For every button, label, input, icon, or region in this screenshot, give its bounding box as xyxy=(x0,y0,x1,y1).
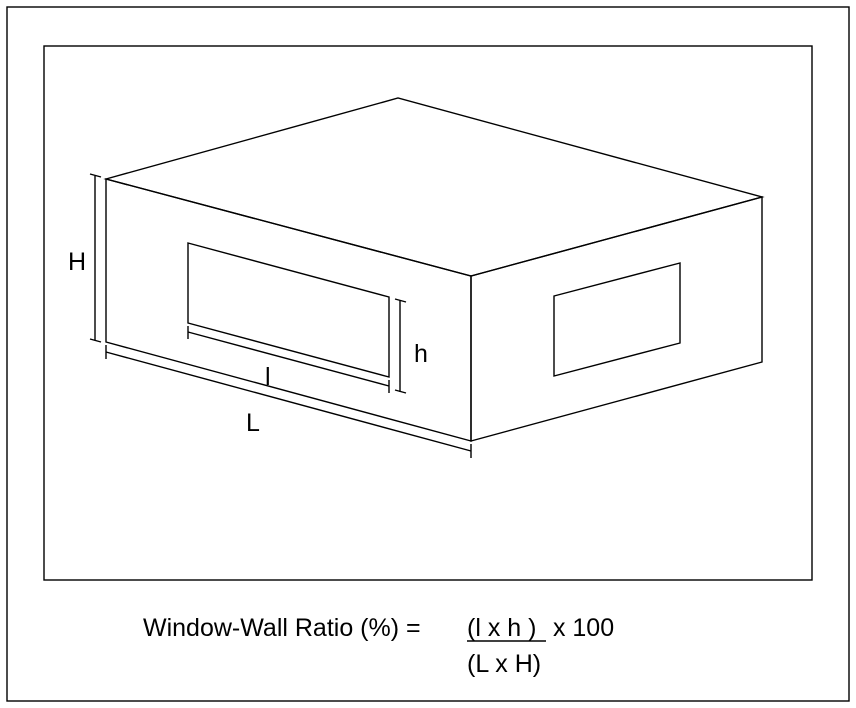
window-length-label: l xyxy=(265,363,271,391)
window-height-label: h xyxy=(414,340,428,368)
wall-height-dimension xyxy=(89,173,102,343)
formula-denominator: (L x H) xyxy=(467,650,541,678)
building-top-face xyxy=(103,97,765,277)
formula-numerator: (l x h ) xyxy=(467,614,536,642)
outer-border xyxy=(6,6,850,702)
side-window xyxy=(553,262,681,377)
formula-prefix: Window-Wall Ratio (%) = xyxy=(143,614,428,642)
window-height-dimension xyxy=(394,298,407,394)
wall-height-label: H xyxy=(68,248,86,276)
formula-suffix: x 100 xyxy=(546,614,614,642)
building-side-wall xyxy=(470,196,763,442)
wall-length-dimension xyxy=(105,345,472,458)
wall-length-label: L xyxy=(246,409,260,437)
figure-frame xyxy=(43,45,813,581)
front-window xyxy=(187,242,390,378)
building-box xyxy=(103,97,765,442)
window-wall-ratio-formula: Window-Wall Ratio (%) = (l x h ) x 100 (… xyxy=(143,614,614,678)
window-length-dimension xyxy=(187,326,390,393)
